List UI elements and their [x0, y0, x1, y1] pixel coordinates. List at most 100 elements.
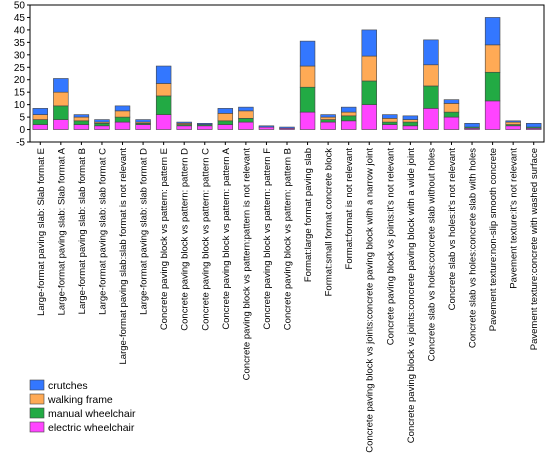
bar-segment-crutches [361, 29, 377, 57]
bar-segment-electric-wheelchair [238, 121, 254, 130]
category-label: Concrete slab vs holes:it's not relevant [447, 148, 458, 311]
category-label: Large-format paving slab: Slab format A [56, 147, 67, 315]
bar-segment-electric-wheelchair [258, 126, 275, 130]
category-label: Large-format paving slab: slab format C [97, 148, 108, 315]
legend-swatch [29, 421, 45, 433]
bar-segment-crutches [464, 123, 480, 128]
bar-segment-electric-wheelchair [299, 111, 316, 130]
bar-segment-electric-wheelchair [135, 124, 151, 130]
bar-segment-electric-wheelchair [402, 125, 419, 130]
bar-segment-crutches [402, 115, 419, 120]
legend-label: manual wheelchair [48, 408, 136, 420]
bar-segment-electric-wheelchair [340, 120, 357, 130]
bar-segment-manual-wheelchair [320, 119, 336, 123]
bar-segment-walking-frame [73, 116, 90, 122]
legend-swatch [29, 379, 45, 391]
bar-segment-walking-frame [340, 111, 357, 117]
category-label: Large-format paving slab: slab format D [139, 148, 150, 315]
bar-segment-electric-wheelchair [53, 119, 69, 130]
category-label: Pavement texture:it's not relevant [509, 148, 520, 289]
legend-label: electric wheelchair [48, 422, 135, 434]
bar-segment-crutches [114, 105, 131, 112]
bar-segment-manual-wheelchair [382, 121, 398, 125]
y-tick-label: 50 [14, 1, 26, 12]
bar-segment-crutches [505, 120, 521, 123]
category-label: Format:large format paving slab [303, 148, 314, 282]
bar-segment-walking-frame [505, 121, 521, 125]
bar-segment-walking-frame [155, 83, 172, 97]
category-label: Format:format is not relevant [344, 148, 355, 270]
bar-segment-electric-wheelchair [423, 108, 439, 130]
bar-segment-crutches [484, 17, 501, 46]
y-tick-label: 40 [14, 25, 26, 36]
y-tick-label: 35 [14, 38, 26, 49]
bar-segment-crutches [53, 78, 69, 93]
y-tick-label: 5 [19, 113, 25, 124]
bar-segment-crutches [258, 125, 275, 128]
legend-swatch [29, 393, 45, 405]
x-axis-category-labels: Large-format paving slab: Slab format E L… [36, 147, 540, 452]
category-label: Pavement texture:non-slip smooth concret… [488, 148, 499, 331]
bar-segment-crutches [443, 99, 460, 104]
category-label: Concrete slab vs holes:concrete slab wit… [426, 148, 437, 362]
bar-segment-crutches [176, 121, 192, 124]
bar-segment-crutches [340, 106, 357, 113]
bar-segment-electric-wheelchair [94, 125, 110, 130]
y-tick-label: 45 [14, 13, 26, 24]
bar-segment-walking-frame [443, 103, 460, 113]
bar-segment-walking-frame [382, 118, 398, 123]
bar-segment-electric-wheelchair [155, 114, 172, 130]
bar-segment-electric-wheelchair [197, 125, 213, 130]
category-label: Large-format paving slab: slab format B [77, 148, 88, 314]
bar-segment-crutches [299, 40, 316, 67]
bar-segment-manual-wheelchair [94, 123, 110, 127]
category-label: Concrete paving block vs pattern: patter… [262, 148, 273, 330]
bar-segment-electric-wheelchair [217, 124, 234, 130]
y-tick-label: -5 [16, 138, 25, 149]
bar-segment-manual-wheelchair [238, 118, 254, 123]
bar-segment-electric-wheelchair [32, 124, 48, 130]
bar-segment-walking-frame [320, 116, 336, 120]
bar-segment-crutches [73, 114, 90, 118]
y-tick-label: 15 [14, 88, 26, 99]
bar-segment-electric-wheelchair [320, 121, 336, 130]
bar-segment-crutches [279, 126, 295, 129]
category-label: Large-format paving slab: Slab format E [36, 148, 47, 316]
category-label: Concrete paving block vs pattern:pattern… [241, 148, 252, 381]
bar-segment-electric-wheelchair [443, 116, 460, 130]
bar-segment-manual-wheelchair [53, 105, 69, 120]
bar-segment-crutches [135, 119, 151, 123]
bar-segment-electric-wheelchair [176, 125, 192, 130]
bar-segment-manual-wheelchair [155, 95, 172, 115]
y-tick-label: 0 [19, 125, 25, 136]
bar-segment-walking-frame [299, 65, 316, 88]
category-label: Concrete paving block vs pattern: patter… [283, 148, 294, 330]
bar-segment-walking-frame [238, 110, 254, 119]
legend-swatch [29, 407, 45, 419]
bar-segment-walking-frame [53, 91, 69, 107]
bar-segment-walking-frame [361, 55, 377, 82]
bars [32, 17, 542, 145]
bar-segment-electric-wheelchair [361, 104, 377, 130]
bar-segment-manual-wheelchair [484, 71, 501, 102]
bar-segment-walking-frame [402, 119, 419, 123]
legend: crutches walking frame manual wheelchair el… [29, 379, 136, 434]
category-label: Concrete paving block vs joints:concrete… [406, 148, 417, 444]
category-label: Concrete slab vs holes:concrete slab wit… [468, 148, 479, 348]
y-tick-label: 30 [14, 50, 26, 61]
bar-segment-electric-wheelchair [114, 121, 131, 130]
bar-segment-crutches [320, 114, 336, 118]
bar-segment-manual-wheelchair [73, 120, 90, 125]
bar-segment-crutches [155, 65, 172, 84]
y-tick-label: 10 [14, 100, 26, 111]
y-tick-label: 20 [14, 75, 26, 86]
bar-segment-electric-wheelchair [382, 124, 398, 130]
bar-segment-walking-frame [423, 64, 439, 87]
bar-segment-walking-frame [217, 113, 234, 122]
bar-segment-manual-wheelchair [217, 120, 234, 125]
bar-segment-manual-wheelchair [361, 80, 377, 105]
bar-segment-electric-wheelchair [505, 125, 521, 130]
category-label: Pavement texture:concrete with washed su… [529, 148, 540, 350]
bar-segment-walking-frame [484, 44, 501, 73]
category-label: Concrete paving block vs pattern: patter… [180, 148, 191, 331]
